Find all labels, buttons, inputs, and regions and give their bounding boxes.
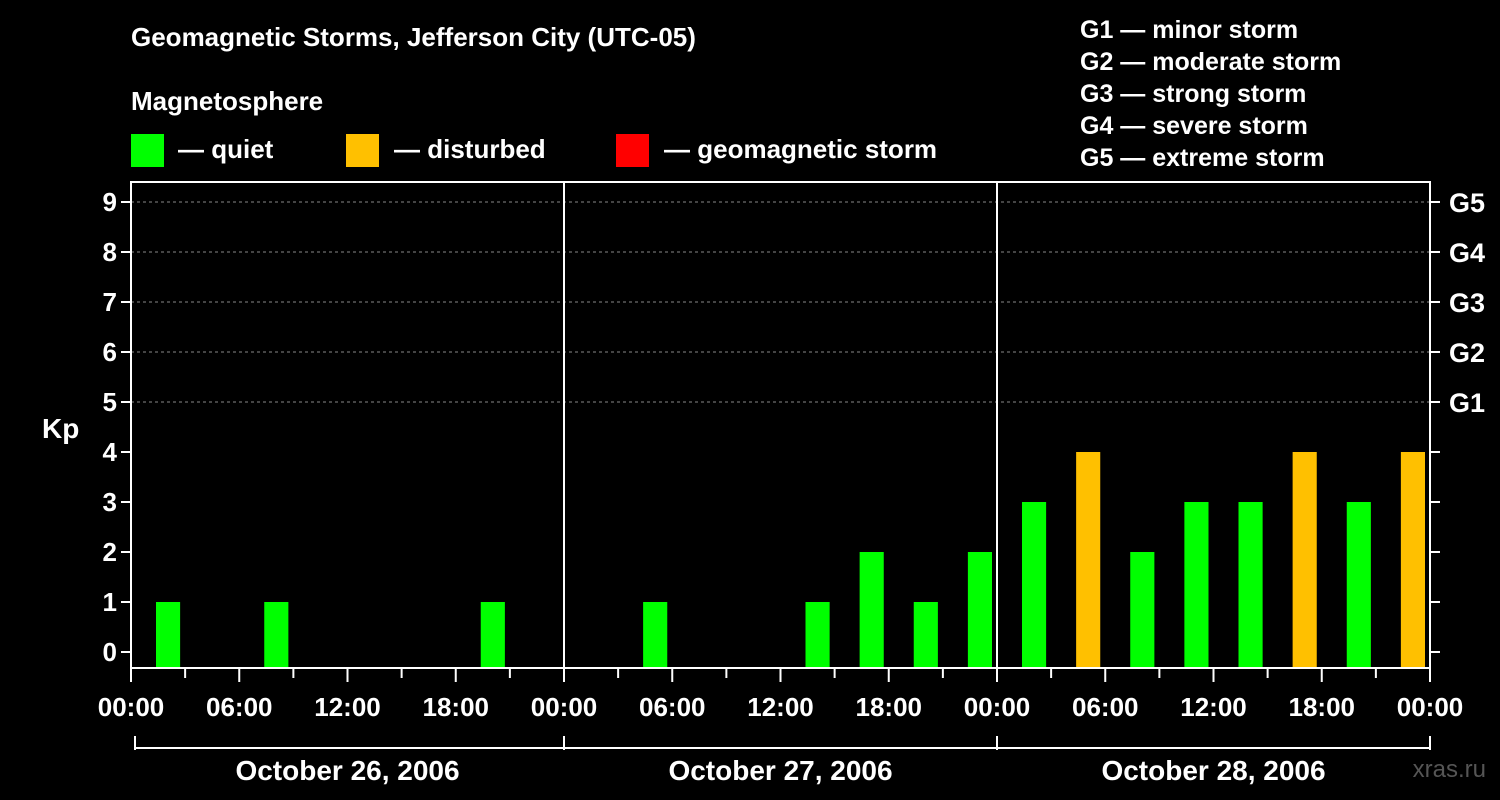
- g-scale-g1: G1 — minor storm: [1080, 16, 1299, 44]
- g-level-label: G1: [1449, 388, 1485, 418]
- x-tick-label: 00:00: [531, 692, 598, 722]
- plot-frame: [130, 181, 1431, 669]
- kp-bar: [913, 602, 938, 668]
- kp-bar: [1346, 502, 1371, 668]
- legend-swatch-quiet: [131, 134, 164, 167]
- x-tick-label: 18:00: [1289, 692, 1356, 722]
- g-level-label: G5: [1449, 188, 1485, 218]
- kp-bar: [1022, 502, 1047, 668]
- legend-label-disturbed: — disturbed: [394, 134, 546, 164]
- g-level-label: G4: [1449, 238, 1485, 268]
- x-tick-label: 00:00: [964, 692, 1031, 722]
- x-tick-label: 06:00: [1072, 692, 1139, 722]
- g-level-label: G2: [1449, 338, 1485, 368]
- kp-bar: [1184, 502, 1209, 668]
- kp-bar: [859, 552, 884, 668]
- x-tick-label: 00:00: [98, 692, 165, 722]
- x-tick-label: 12:00: [747, 692, 814, 722]
- legend-label-quiet: — quiet: [178, 134, 274, 164]
- x-tick-label: 12:00: [1180, 692, 1247, 722]
- x-tick-label: 00:00: [1397, 692, 1464, 722]
- kp-bar: [967, 552, 992, 668]
- y-tick-label: 6: [103, 337, 117, 367]
- x-tick-label: 06:00: [206, 692, 273, 722]
- y-tick-label: 2: [103, 537, 117, 567]
- y-tick-label: 0: [103, 637, 117, 667]
- g-scale-g5: G5 — extreme storm: [1080, 144, 1325, 172]
- g-scale-g3: G3 — strong storm: [1080, 80, 1307, 108]
- kp-bar: [643, 602, 668, 668]
- legend-swatch-disturbed: [346, 134, 379, 167]
- kp-bar: [1292, 452, 1317, 668]
- kp-bar: [264, 602, 289, 668]
- x-tick-label: 18:00: [856, 692, 923, 722]
- legend-swatch-storm: [616, 134, 649, 167]
- g-scale-g2: G2 — moderate storm: [1080, 48, 1342, 76]
- g-scale-g4: G4 — severe storm: [1080, 112, 1308, 140]
- kp-bar: [805, 602, 830, 668]
- kp-bar: [156, 602, 181, 668]
- date-label: October 27, 2006: [668, 755, 892, 786]
- kp-bar: [480, 602, 505, 668]
- kp-bar: [1076, 452, 1101, 668]
- legend-label-storm: — geomagnetic storm: [664, 134, 938, 164]
- date-label: October 26, 2006: [235, 755, 459, 786]
- y-tick-label: 1: [103, 587, 117, 617]
- legend-heading: Magnetosphere: [131, 86, 324, 116]
- y-tick-label: 5: [103, 387, 117, 417]
- g-scale-list: G1 — minor storm G2 — moderate storm G3 …: [1080, 14, 1341, 174]
- x-tick-label: 18:00: [423, 692, 490, 722]
- y-tick-label: 4: [103, 437, 118, 467]
- y-tick-label: 3: [103, 487, 117, 517]
- watermark: xras.ru: [1412, 756, 1486, 783]
- y-tick-label: 8: [103, 237, 117, 267]
- x-tick-label: 12:00: [314, 692, 381, 722]
- g-level-label: G3: [1449, 288, 1485, 318]
- x-tick-label: 06:00: [639, 692, 706, 722]
- y-axis-label: Kp: [42, 413, 79, 444]
- date-label: October 28, 2006: [1101, 755, 1325, 786]
- chart-title: Geomagnetic Storms, Jefferson City (UTC-…: [131, 22, 696, 52]
- y-tick-label: 7: [103, 287, 117, 317]
- y-tick-label: 9: [103, 187, 117, 217]
- kp-bar: [1130, 552, 1155, 668]
- kp-bar: [1400, 452, 1425, 668]
- kp-bar: [1238, 502, 1263, 668]
